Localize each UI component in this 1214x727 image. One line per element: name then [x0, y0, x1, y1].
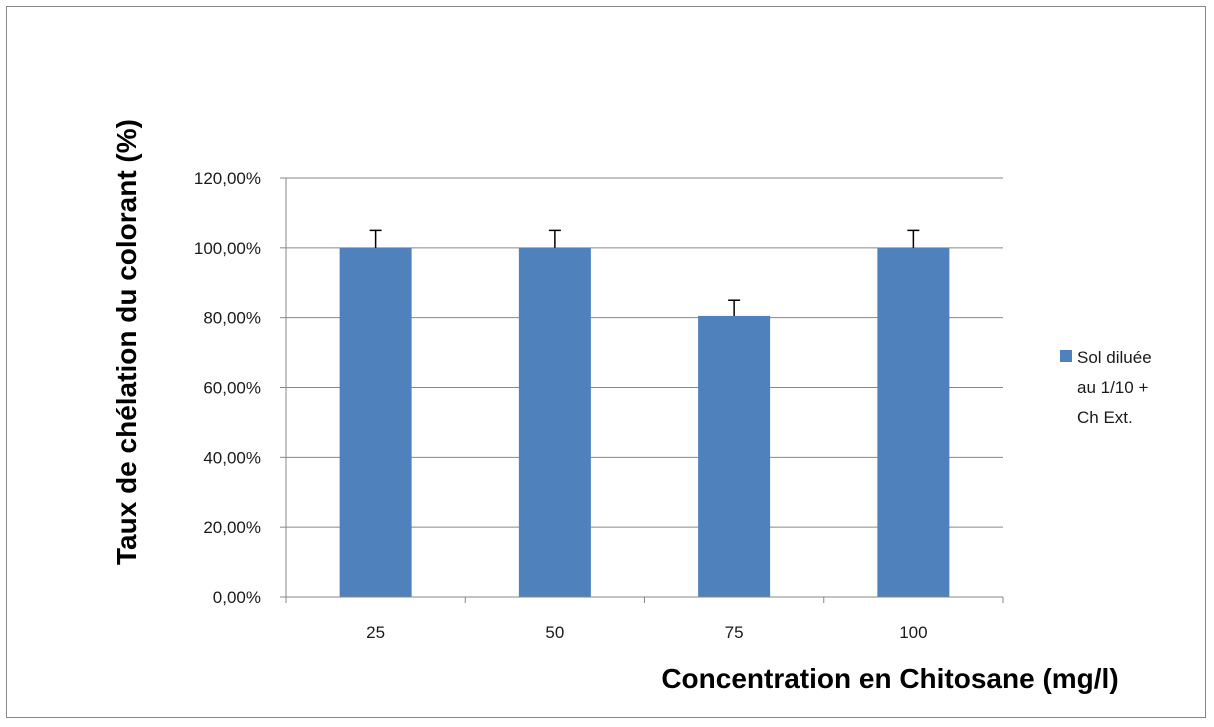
axes — [285, 178, 1004, 603]
x-tick-label: 75 — [725, 623, 744, 642]
bars — [339, 229, 950, 598]
y-tick-label: 20,00% — [203, 518, 261, 537]
legend-label-line-1: Sol diluée — [1077, 348, 1152, 367]
x-tick-labels: 25 50 75 100 — [366, 623, 927, 642]
chart-frame — [6, 6, 1206, 718]
legend-label-line-2: au 1/10 + — [1077, 378, 1148, 397]
y-axis-title: Taux de chélation du colorant (%) — [111, 119, 142, 565]
y-tick-label: 100,00% — [194, 239, 261, 258]
y-tick-label: 40,00% — [203, 448, 261, 467]
bar-75 — [698, 315, 771, 597]
x-axis-title: Concentration en Chitosane (mg/l) — [661, 663, 1118, 694]
x-tick-label: 50 — [545, 623, 564, 642]
legend-label-line-3: Ch Ext. — [1077, 408, 1133, 427]
legend-swatch — [1060, 350, 1072, 362]
bar-100 — [877, 247, 950, 598]
legend: Sol diluée au 1/10 + Ch Ext. — [1060, 348, 1152, 427]
y-tick-label: 0,00% — [213, 588, 261, 607]
bar-50 — [518, 247, 591, 598]
y-tick-label: 80,00% — [203, 309, 261, 328]
y-tick-labels: 0,00% 20,00% 40,00% 60,00% 80,00% 100,00% 120,… — [194, 169, 261, 607]
y-tick-label: 60,00% — [203, 379, 261, 398]
bar-25 — [339, 247, 412, 598]
x-tick-label: 100 — [899, 623, 927, 642]
x-tick-label: 25 — [366, 623, 385, 642]
y-tick-label: 120,00% — [194, 169, 261, 188]
